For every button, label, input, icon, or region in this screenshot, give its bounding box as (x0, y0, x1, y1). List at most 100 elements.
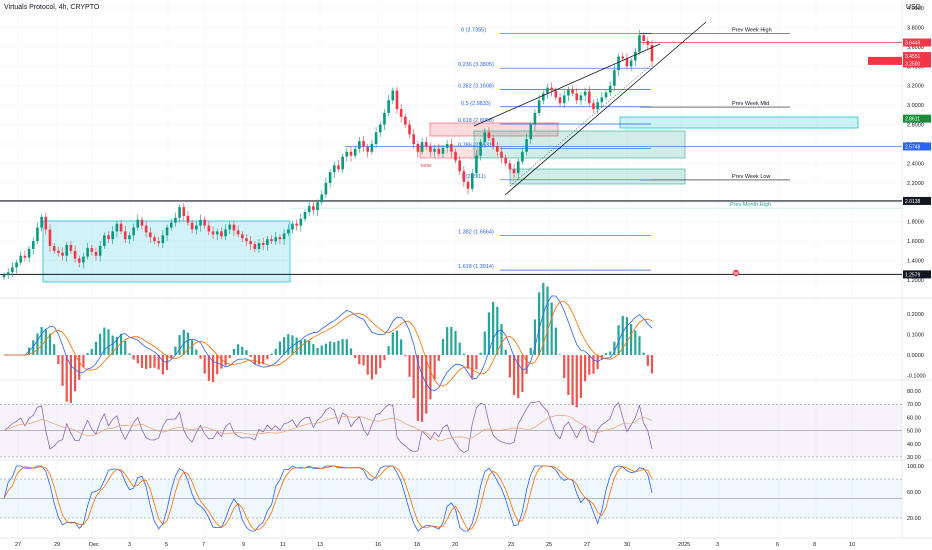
fib-level-label: 1.382 (1.6564) (458, 230, 494, 236)
candle-body (140, 219, 144, 226)
candle-body (353, 148, 357, 156)
rsi-tick-label: 30.00 (907, 455, 921, 461)
demand-zone-upper[interactable] (473, 130, 686, 159)
macd-histogram-bar (383, 355, 386, 361)
macd-histogram-bar (466, 355, 470, 369)
prev-week-mid-zone[interactable] (619, 116, 859, 129)
demand-zone-lower[interactable] (509, 168, 686, 185)
candle-body (48, 229, 52, 246)
macd-histogram-bar (604, 353, 608, 355)
candle-body (90, 247, 94, 252)
time-tick-label: 18 (414, 542, 420, 548)
flag-icon-stripe (733, 273, 739, 275)
macd-histogram-bar (588, 355, 591, 375)
macd-histogram-bar (416, 355, 419, 421)
candle-body (316, 202, 319, 211)
currency-label: USD (906, 4, 921, 11)
macd-histogram-bar (274, 348, 277, 355)
macd-histogram-bar (78, 355, 81, 380)
candle-body (144, 225, 148, 233)
macd-histogram-bar (90, 348, 93, 355)
price-tag-label: 3.2500 (905, 61, 921, 67)
fib-trend-line[interactable] (509, 65, 651, 187)
candle-body (232, 224, 236, 231)
supply-zone[interactable] (429, 122, 559, 137)
macd-histogram-bar (345, 339, 348, 355)
candle-body (567, 89, 570, 96)
candle-body (282, 233, 286, 240)
candle-body (119, 223, 123, 232)
candle-body (508, 163, 512, 170)
macd-histogram-bar (370, 355, 373, 380)
candle-body (395, 90, 399, 110)
rsi-pane[interactable]: 80.00 70.00 60.00 50.00 40.00 30.00 (0, 389, 921, 461)
rsi-tick-label: 40.00 (907, 442, 921, 448)
candle-body (107, 235, 110, 240)
candle-body (73, 250, 77, 259)
macd-tick-label: -0.1000 (907, 374, 926, 380)
macd-histogram-bar (567, 355, 570, 395)
macd-histogram-bar (550, 302, 553, 355)
macd-histogram-bar (111, 335, 114, 355)
candle-body (257, 243, 261, 249)
macd-histogram-bar (629, 324, 633, 355)
price-tick-label: 3.6000 (907, 45, 924, 51)
candle-body (299, 218, 303, 226)
price-tag (903, 196, 931, 205)
time-tick-label: 8 (813, 542, 816, 548)
candle-body (303, 212, 307, 219)
candle-body (500, 151, 503, 158)
price-tick-label: 3.2000 (907, 84, 924, 90)
candle-body (236, 230, 240, 235)
stochastic-pane[interactable]: 100.00 60.00 20.00 (0, 464, 924, 532)
time-tick-label: 2025 (678, 542, 690, 548)
candle-body (240, 234, 244, 239)
macd-histogram-bar (249, 355, 252, 358)
candle-body (429, 145, 432, 152)
candle-body (2, 275, 6, 278)
macd-histogram-bar (61, 355, 64, 386)
time-tick-label: 10 (849, 542, 855, 548)
macd-histogram-bar (278, 341, 282, 355)
wedge-lower-line[interactable] (504, 21, 707, 196)
macd-histogram-bar (400, 339, 403, 355)
candle-body (466, 181, 470, 189)
candle-body (646, 41, 650, 45)
macd-histogram-bar (554, 327, 557, 355)
macd-histogram-bar (391, 332, 394, 355)
macd-histogram-bar (337, 340, 340, 355)
wedge-upper-line[interactable] (473, 43, 661, 127)
candle-body (445, 144, 449, 148)
candle-body (345, 151, 349, 157)
macd-histogram-bar (145, 355, 148, 369)
price-tag (903, 59, 931, 68)
price-tag-label: 3.4551 (905, 54, 921, 60)
candle-body (169, 222, 173, 228)
macd-histogram-bar (642, 352, 645, 355)
macd-histogram-bar (646, 355, 649, 366)
fib-level-label: 0.5 (2.9833) (461, 101, 491, 107)
fib-level-label: 0.236 (3.3805) (458, 62, 494, 68)
macd-histogram-bar (584, 355, 587, 382)
candle-body (128, 235, 131, 240)
price-tick-label: 1.8000 (907, 220, 924, 226)
macd-pane[interactable]: 0.2000 0.1000 0.0000 -0.1000 (0, 282, 926, 422)
candle-body (195, 225, 198, 230)
candle-body (57, 250, 60, 253)
macd-histogram-bar (82, 355, 85, 367)
candle-body (337, 165, 340, 170)
candle-body (115, 223, 119, 232)
candle-body (52, 246, 56, 251)
macd-histogram-bar (525, 355, 528, 374)
macd-histogram-bar (362, 355, 365, 366)
macd-histogram-bar (312, 344, 315, 355)
flag-icon[interactable] (732, 269, 740, 277)
macd-histogram-bar (203, 355, 206, 374)
macd-histogram-bar (40, 327, 43, 355)
macd-histogram-bar (107, 329, 110, 355)
candle-body (621, 56, 625, 59)
time-axis[interactable]: 27 29 Dec 3 5 7 9 11 13 16 18 20 23 25 27 30 2025 3 6 8 10 (15, 542, 855, 548)
candle-body (23, 255, 27, 258)
macd-histogram-bar (558, 354, 562, 355)
